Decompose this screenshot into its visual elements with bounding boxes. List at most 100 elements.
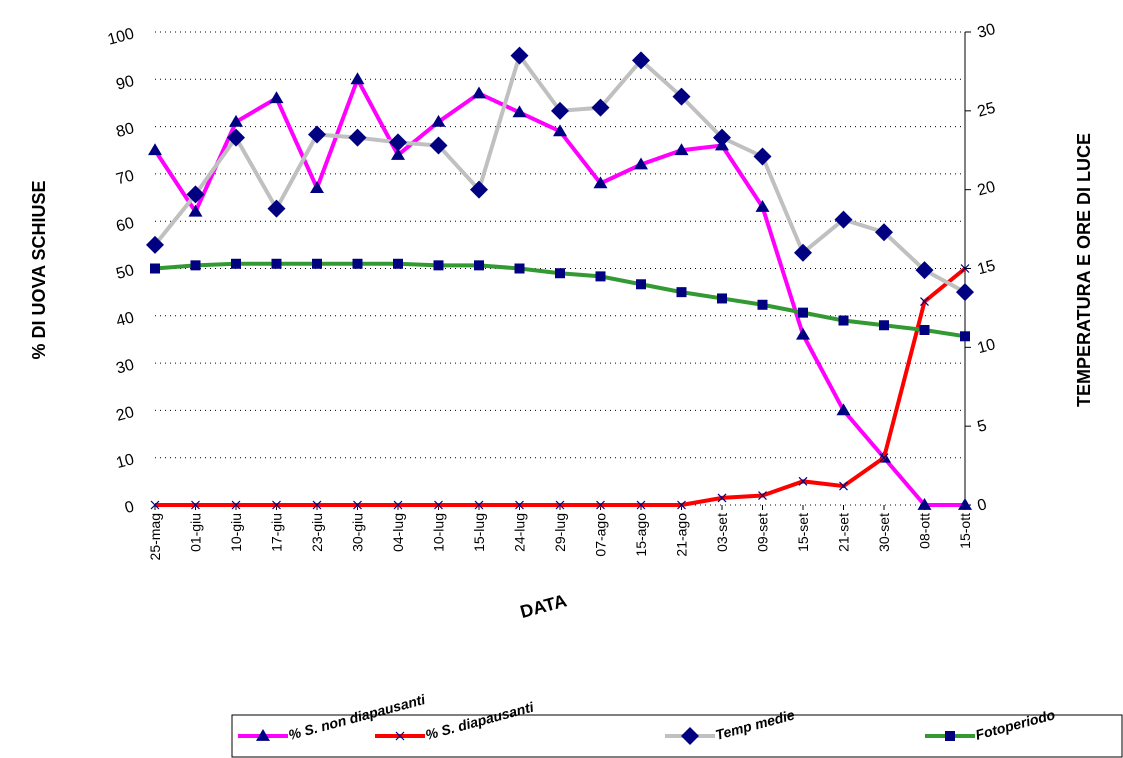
- x-tick-label: 08-ott: [917, 513, 933, 549]
- marker: [190, 260, 201, 271]
- y-tick-label: 20: [114, 404, 136, 425]
- marker: [879, 320, 889, 331]
- y2-tick-label: 10: [976, 336, 998, 357]
- marker: [757, 299, 768, 310]
- marker: [188, 204, 203, 217]
- x-tick-label: 10-lug: [431, 513, 447, 552]
- marker: [834, 210, 853, 229]
- series-line: [155, 266, 967, 507]
- y-tick-label: 90: [114, 73, 136, 94]
- marker: [393, 258, 403, 269]
- marker: [917, 498, 932, 510]
- x-tick-label: 04-lug: [390, 513, 406, 552]
- marker: [839, 481, 848, 491]
- x-tick-label: 01-giu: [188, 513, 204, 552]
- x-tick-label: 21-ago: [674, 513, 690, 557]
- marker: [229, 114, 243, 127]
- y2-tick-label: 20: [976, 178, 998, 199]
- x-tick-label: 07-ago: [593, 513, 609, 557]
- marker: [231, 258, 241, 269]
- marker: [595, 271, 606, 282]
- legend-box: [231, 714, 1123, 758]
- marker: [919, 324, 930, 335]
- x-tick-label: 15-set: [795, 513, 811, 552]
- y-tick-label: 70: [114, 167, 136, 188]
- marker: [474, 260, 484, 271]
- marker: [551, 101, 569, 120]
- marker: [591, 98, 610, 117]
- marker: [431, 114, 446, 127]
- marker: [674, 143, 689, 156]
- marker: [875, 223, 893, 242]
- marker: [433, 260, 444, 271]
- marker: [353, 500, 362, 510]
- marker: [677, 500, 686, 510]
- marker: [920, 297, 929, 307]
- marker: [555, 500, 565, 510]
- marker: [269, 91, 284, 104]
- marker: [636, 279, 646, 290]
- marker: [308, 125, 326, 144]
- marker: [915, 261, 934, 280]
- marker: [148, 143, 162, 156]
- x-tick-label: 23-giu: [309, 513, 325, 552]
- marker: [753, 147, 772, 166]
- x-tick-label: 17-giu: [269, 513, 285, 552]
- x-tick-label: 24-lug: [512, 513, 528, 552]
- marker: [512, 105, 527, 118]
- marker: [393, 500, 403, 510]
- marker: [352, 258, 363, 269]
- y-tick-label: 10: [114, 451, 136, 472]
- marker: [515, 500, 524, 510]
- y-tick-label: 0: [123, 498, 136, 517]
- marker: [350, 72, 365, 85]
- marker: [838, 315, 849, 326]
- marker: [956, 283, 974, 302]
- marker: [958, 498, 972, 510]
- marker: [960, 264, 970, 273]
- x-tick-label: 15-ago: [633, 513, 649, 557]
- marker: [434, 500, 443, 510]
- legend-label: Temp medie: [714, 706, 797, 743]
- marker: [717, 293, 727, 304]
- marker: [191, 500, 200, 510]
- marker: [510, 46, 529, 65]
- marker: [470, 180, 488, 199]
- marker: [632, 51, 650, 70]
- marker: [256, 729, 270, 741]
- x-tick-label: 25-mag: [147, 513, 163, 560]
- x-tick-label: 15-lug: [471, 513, 487, 552]
- marker: [717, 493, 727, 503]
- x-tick-label: 10-giu: [228, 513, 244, 552]
- marker: [758, 491, 767, 500]
- y2-tick-label: 25: [976, 100, 998, 121]
- y-tick-label: 30: [114, 357, 136, 378]
- marker: [389, 133, 407, 152]
- marker: [798, 476, 808, 486]
- marker: [755, 200, 770, 212]
- marker: [634, 157, 648, 170]
- x-axis-title: DATA: [518, 590, 569, 622]
- marker: [879, 453, 889, 463]
- marker: [796, 327, 810, 340]
- marker: [312, 258, 322, 269]
- marker: [836, 403, 851, 416]
- marker: [472, 86, 486, 99]
- marker: [474, 500, 484, 510]
- y-tick-label: 80: [114, 120, 136, 141]
- marker: [713, 128, 731, 147]
- marker: [596, 500, 605, 510]
- marker: [227, 128, 245, 147]
- y-tick-label: 100: [106, 25, 136, 48]
- legend-label: % S. diapausanti: [424, 698, 537, 743]
- x-tick-label: 30-set: [876, 513, 892, 552]
- marker: [312, 500, 322, 510]
- marker: [960, 331, 970, 342]
- y2-tick-label: 15: [976, 257, 998, 278]
- marker: [945, 731, 955, 741]
- x-tick-label: 03-set: [714, 513, 730, 552]
- marker: [186, 185, 205, 204]
- x-tick-label: 15-ott: [957, 513, 973, 549]
